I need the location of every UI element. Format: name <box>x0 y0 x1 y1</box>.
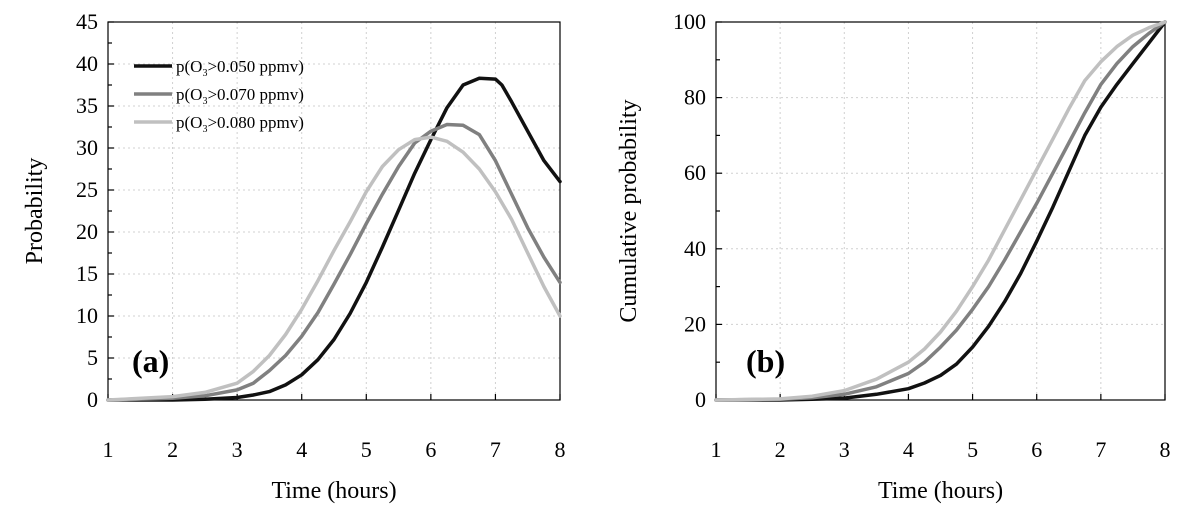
y-tick-label: 40 <box>76 51 98 76</box>
x-tick-label: 6 <box>1031 437 1042 462</box>
legend-entry-2: p(O3>0.070 ppmv) <box>176 85 304 107</box>
x-tick-label: 4 <box>903 437 914 462</box>
y-axis-title: Cumulative probability <box>616 99 642 322</box>
y-tick-label: 80 <box>684 85 706 110</box>
series-line-1 <box>106 76 562 402</box>
x-tick-label: 2 <box>167 437 178 462</box>
x-tick-label: 4 <box>296 437 307 462</box>
y-tick-label: 0 <box>87 387 98 412</box>
legend-entry-3: p(O3>0.080 ppmv) <box>176 113 304 135</box>
x-axis-title: Time (hours) <box>878 478 1003 504</box>
y-tick-label: 60 <box>684 160 706 185</box>
y-tick-label: 15 <box>76 261 98 286</box>
series-line-2 <box>106 122 562 402</box>
x-tick-label: 6 <box>425 437 436 462</box>
y-tick-label: 20 <box>76 219 98 244</box>
y-tick-label: 35 <box>76 93 98 118</box>
series-line-1 <box>714 20 1167 402</box>
y-tick-label: 30 <box>76 135 98 160</box>
x-tick-label: 1 <box>103 437 114 462</box>
y-axis-title: Probability <box>22 158 48 265</box>
legend-entry-1: p(O3>0.050 ppmv) <box>176 57 304 79</box>
y-tick-label: 40 <box>684 236 706 261</box>
series-line-3 <box>714 20 1167 402</box>
series-line-3 <box>106 135 562 402</box>
y-tick-label: 25 <box>76 177 98 202</box>
x-tick-label: 3 <box>839 437 850 462</box>
y-tick-label: 10 <box>76 303 98 328</box>
x-tick-label: 8 <box>555 437 566 462</box>
x-axis-title: Time (hours) <box>271 478 396 504</box>
x-tick-label: 2 <box>775 437 786 462</box>
x-tick-label: 8 <box>1160 437 1171 462</box>
y-tick-label: 5 <box>87 345 98 370</box>
legend: p(O3>0.050 ppmv) p(O3>0.070 ppmv) p(O3>0.0… <box>134 57 304 135</box>
y-tick-label: 100 <box>673 9 706 34</box>
x-tick-label: 3 <box>232 437 243 462</box>
panel-label: (b) <box>746 343 785 379</box>
y-tick-label: 0 <box>695 387 706 412</box>
x-tick-label: 7 <box>490 437 501 462</box>
panel-b-cumulative-probability: 0 20 40 60 80 100 1 2 3 4 5 6 7 8 Time (hours) Cumulati… <box>616 9 1171 504</box>
x-tick-label: 5 <box>967 437 978 462</box>
x-tick-label: 1 <box>711 437 722 462</box>
y-tick-label: 45 <box>76 9 98 34</box>
series-line-2 <box>714 20 1167 402</box>
y-tick-label: 20 <box>684 311 706 336</box>
x-tick-label: 7 <box>1095 437 1106 462</box>
x-tick-label: 5 <box>361 437 372 462</box>
panel-label: (a) <box>132 343 169 379</box>
